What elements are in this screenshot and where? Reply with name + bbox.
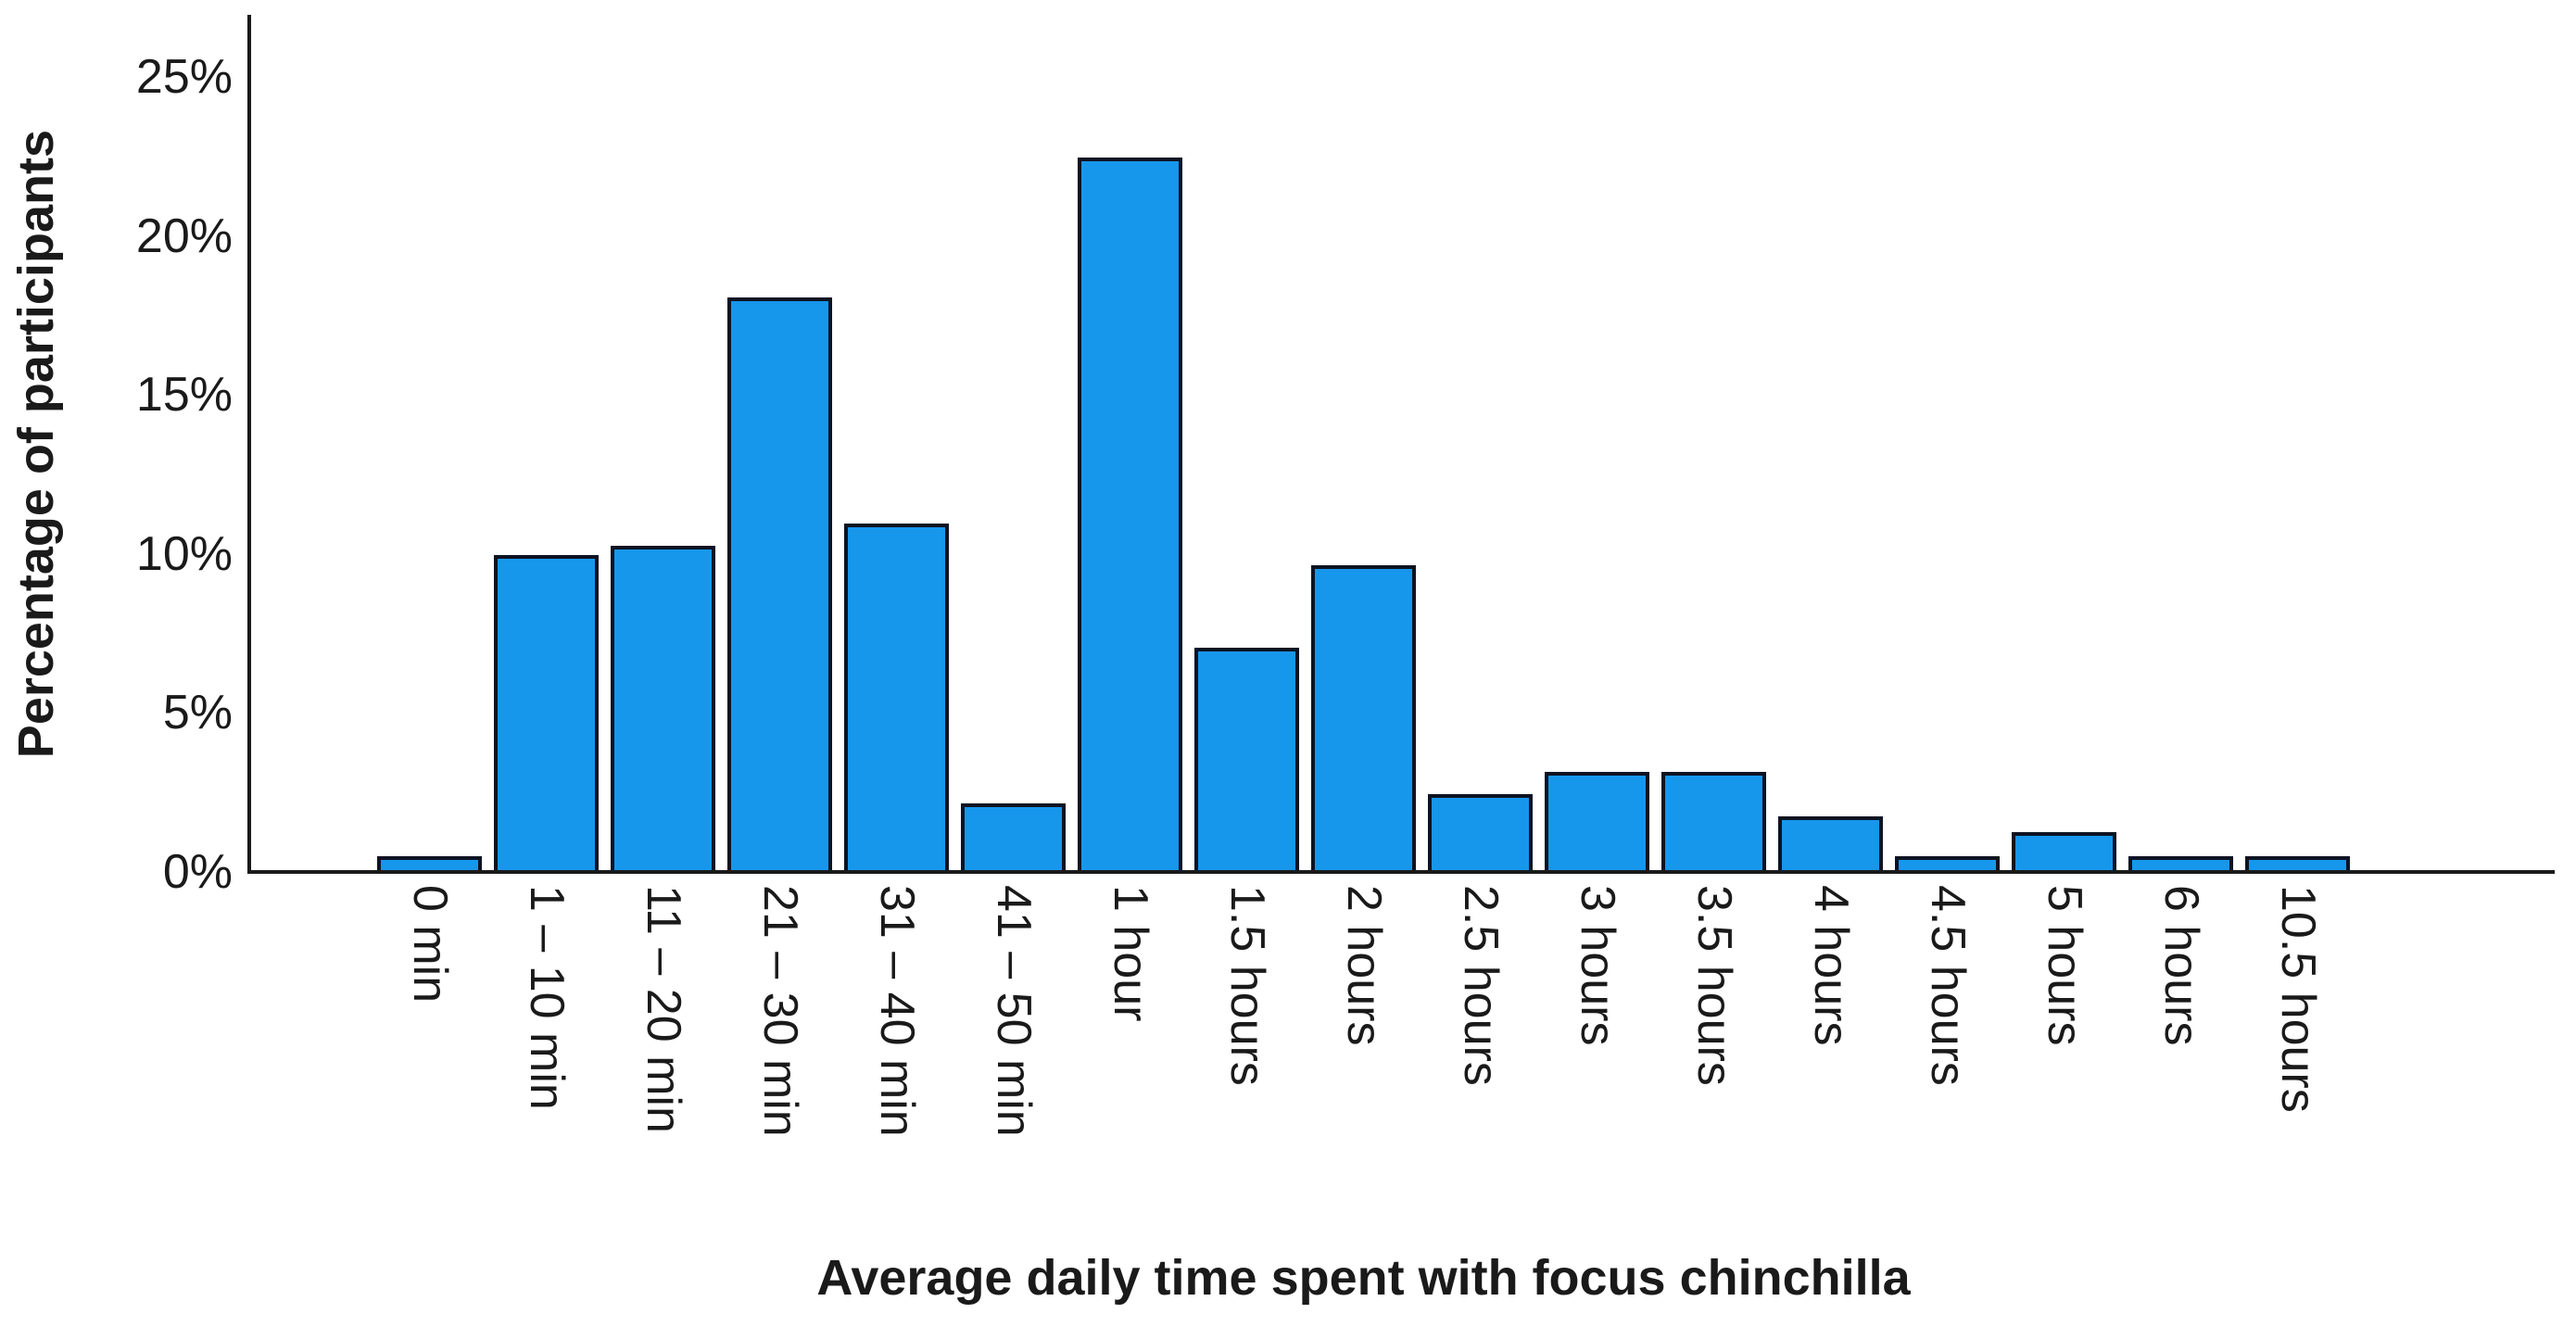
x-tick-slot: 21 – 30 min — [727, 885, 832, 1219]
x-tick-slot: 41 – 50 min — [961, 885, 1066, 1219]
bar-3-hours — [1545, 772, 1649, 870]
x-tick-label: 3 hours — [1570, 885, 1624, 1046]
x-tick-label: 1 – 10 min — [519, 885, 574, 1110]
y-axis-tick-labels: 0% 5% 10% 15% 20% 25% — [0, 0, 233, 1339]
x-tick-slot: 4.5 hours — [1895, 885, 2000, 1219]
x-tick-slot: 3.5 hours — [1661, 885, 1766, 1219]
x-tick-label: 2 hours — [1336, 885, 1391, 1046]
x-tick-slot: 11 – 20 min — [611, 885, 715, 1219]
x-tick-label: 10.5 hours — [2270, 885, 2325, 1113]
y-tick-label: 20% — [135, 208, 233, 263]
x-tick-slot: 4 hours — [1778, 885, 1883, 1219]
bar-3.5-hours — [1661, 772, 1766, 870]
x-tick-label: 11 – 20 min — [636, 885, 690, 1133]
x-tick-slot: 1.5 hours — [1194, 885, 1299, 1219]
y-tick-label: 0% — [162, 845, 233, 899]
y-tick-label: 5% — [162, 686, 233, 740]
bar-31-40-min — [844, 524, 949, 870]
x-tick-slot: 2 hours — [1311, 885, 1416, 1219]
x-tick-slot: 10.5 hours — [2245, 885, 2350, 1219]
bar-2-hours — [1311, 565, 1416, 870]
x-tick-label: 5 hours — [2037, 885, 2091, 1046]
bar-1-10-min — [494, 555, 599, 870]
bar-4-hours — [1778, 816, 1883, 870]
y-tick-label: 15% — [135, 368, 233, 423]
x-tick-slot: 31 – 40 min — [844, 885, 949, 1219]
x-tick-label: 1 hour — [1103, 885, 1157, 1022]
x-tick-label: 2.5 hours — [1453, 885, 1508, 1086]
bar-10.5-hours — [2245, 856, 2350, 870]
x-tick-label: 31 – 40 min — [869, 885, 924, 1137]
x-tick-slot: 5 hours — [2012, 885, 2116, 1219]
x-tick-label: 21 – 30 min — [752, 885, 807, 1137]
bar-5-hours — [2012, 832, 2116, 870]
x-tick-label: 4 hours — [1803, 885, 1858, 1046]
x-tick-slot: 1 – 10 min — [494, 885, 599, 1219]
bar-1.5-hours — [1194, 648, 1299, 870]
x-tick-slot: 2.5 hours — [1428, 885, 1533, 1219]
x-axis-title: Average daily time spent with focus chin… — [816, 1250, 1911, 1306]
bar-11-20-min — [611, 546, 715, 870]
y-tick-label: 10% — [135, 526, 233, 581]
bar-2.5-hours — [1428, 794, 1533, 870]
x-tick-slot: 0 min — [377, 885, 482, 1219]
x-tick-label: 1.5 hours — [1219, 885, 1274, 1086]
x-tick-label: 4.5 hours — [1920, 885, 1975, 1086]
y-tick-label: 25% — [135, 50, 233, 104]
bar-1-hour — [1078, 158, 1182, 870]
bar-41-50-min — [961, 803, 1066, 870]
bar-21-30-min — [727, 297, 832, 870]
x-tick-label: 3.5 hours — [1686, 885, 1741, 1086]
bar-6-hours — [2128, 856, 2233, 870]
x-tick-label: 41 – 50 min — [986, 885, 1041, 1137]
plot-area — [247, 15, 2555, 874]
bar-4.5-hours — [1895, 856, 2000, 870]
bars-group — [251, 15, 2350, 870]
x-axis-tick-labels: 0 min 1 – 10 min 11 – 20 min 21 – 30 min 31 … — [377, 885, 2350, 1219]
x-tick-slot: 6 hours — [2128, 885, 2233, 1219]
x-tick-slot: 1 hour — [1078, 885, 1182, 1219]
x-tick-slot: 3 hours — [1545, 885, 1649, 1219]
bar-0-min — [377, 856, 482, 870]
x-tick-label: 0 min — [402, 885, 457, 1004]
x-tick-label: 6 hours — [2153, 885, 2208, 1046]
